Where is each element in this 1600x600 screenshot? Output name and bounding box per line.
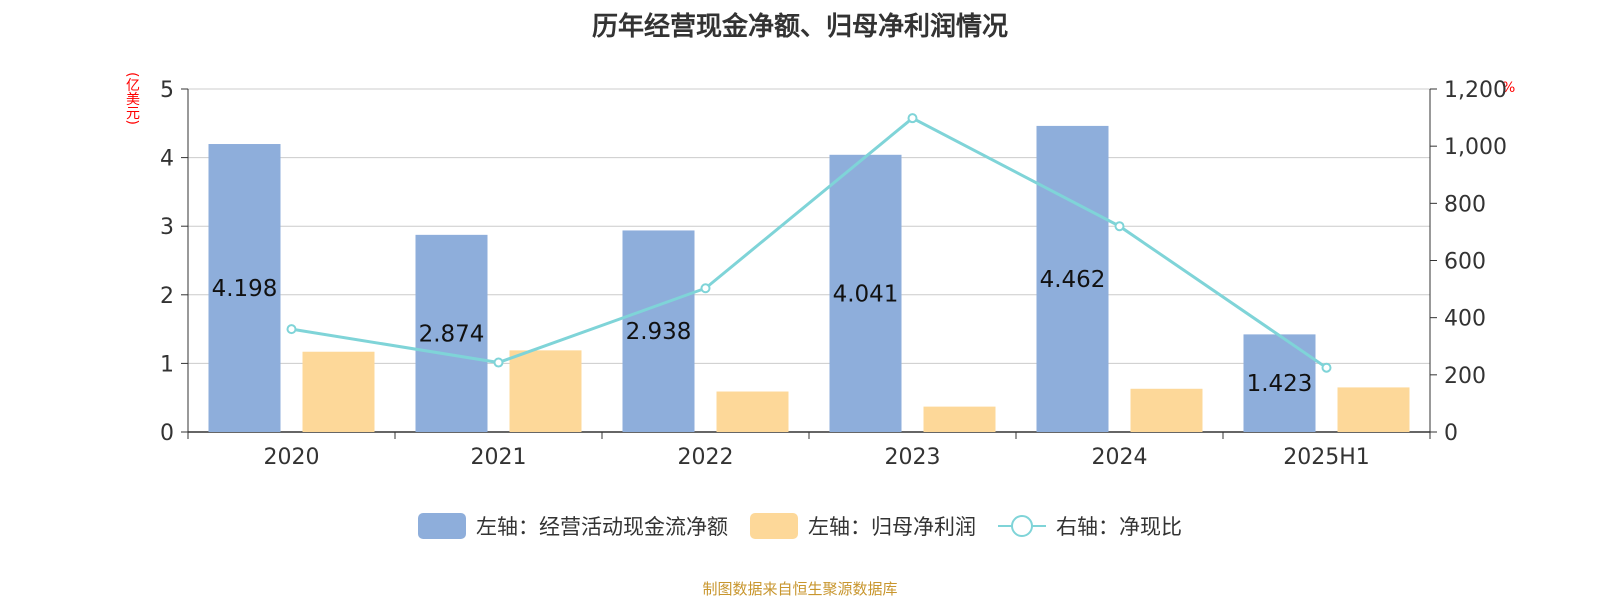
left-axis-tick-label: 5 <box>160 78 174 103</box>
right-axis-unit-label: % <box>1502 80 1516 96</box>
legend-line-marker-icon <box>998 513 1046 539</box>
right-axis-tick-label: 200 <box>1444 364 1486 389</box>
bar-data-label: 4.041 <box>833 281 899 307</box>
left-axis-unit-label: (亿美元) <box>124 72 140 125</box>
bar-cashflow <box>829 154 902 432</box>
bar-cashflow <box>208 144 281 432</box>
line-point-cash-ratio <box>493 357 504 368</box>
right-axis-tick-label: 1,200 <box>1444 78 1507 103</box>
x-axis-tick-label: 2024 <box>1092 445 1148 470</box>
x-axis-tick-label: 2022 <box>678 445 734 470</box>
x-axis-tick-label: 2021 <box>471 445 527 470</box>
right-axis-tick-label: 400 <box>1444 307 1486 332</box>
legend-item-net-profit[interactable]: 左轴：归母净利润 <box>750 511 976 541</box>
bar-data-label: 4.462 <box>1040 267 1106 293</box>
line-cash-ratio <box>291 116 1328 369</box>
legend-label-cash-ratio: 右轴：净现比 <box>1056 515 1182 539</box>
right-axis-tick-label: 800 <box>1444 192 1486 217</box>
line-point-cash-ratio <box>286 324 297 335</box>
line-point-cash-ratio <box>700 283 711 294</box>
legend-swatch-cashflow <box>418 513 466 539</box>
legend-item-cashflow[interactable]: 左轴：经营活动现金流净额 <box>418 511 728 541</box>
bar-net-profit <box>923 406 996 432</box>
left-axis-tick-label: 3 <box>160 215 174 240</box>
bar-data-label: 1.423 <box>1247 371 1313 397</box>
x-axis-tick-label: 2023 <box>885 445 941 470</box>
line-point-cash-ratio <box>907 113 918 124</box>
bar-net-profit <box>1337 387 1410 432</box>
bar-net-profit <box>302 351 375 432</box>
bar-data-label: 2.938 <box>626 319 692 345</box>
x-axis-tick-label: 2020 <box>264 445 320 470</box>
bar-cashflow <box>622 230 695 432</box>
legend-item-cash-ratio[interactable]: 右轴：净现比 <box>998 511 1182 541</box>
right-axis-tick-label: 600 <box>1444 250 1486 275</box>
source-note: 制图数据来自恒生聚源数据库 <box>702 580 898 598</box>
bar-net-profit <box>509 350 582 432</box>
line-point-cash-ratio <box>1321 362 1332 373</box>
line-point-cash-ratio <box>1114 221 1125 232</box>
left-axis-tick-label: 4 <box>160 147 174 172</box>
legend-label-cashflow: 左轴：经营活动现金流净额 <box>476 515 728 539</box>
left-axis-tick-label: 1 <box>160 352 174 377</box>
chart-legend: 左轴：经营活动现金流净额 左轴：归母净利润 右轴：净现比 <box>0 508 1600 544</box>
chart-title: 历年经营现金净额、归母净利润情况 <box>591 12 1008 42</box>
bar-data-label: 4.198 <box>212 276 278 302</box>
bar-cashflow <box>1036 125 1109 432</box>
right-axis-tick-label: 0 <box>1444 421 1458 446</box>
bar-net-profit <box>716 391 789 432</box>
bar-data-label: 2.874 <box>419 321 485 347</box>
legend-label-net-profit: 左轴：归母净利润 <box>808 515 976 539</box>
bar-cashflow <box>415 234 488 432</box>
right-axis-tick-label: 1,000 <box>1444 135 1507 160</box>
chart-plot: 0 1 2 3 4 5 0 200 400 600 800 1,000 1,200 2020 2021 202… <box>160 78 1507 470</box>
x-axis-tick-label: 2025H1 <box>1283 445 1370 470</box>
left-axis-tick-label: 0 <box>160 421 174 446</box>
left-axis-tick-label: 2 <box>160 284 174 309</box>
bar-net-profit <box>1130 388 1203 432</box>
legend-swatch-net-profit <box>750 513 798 539</box>
